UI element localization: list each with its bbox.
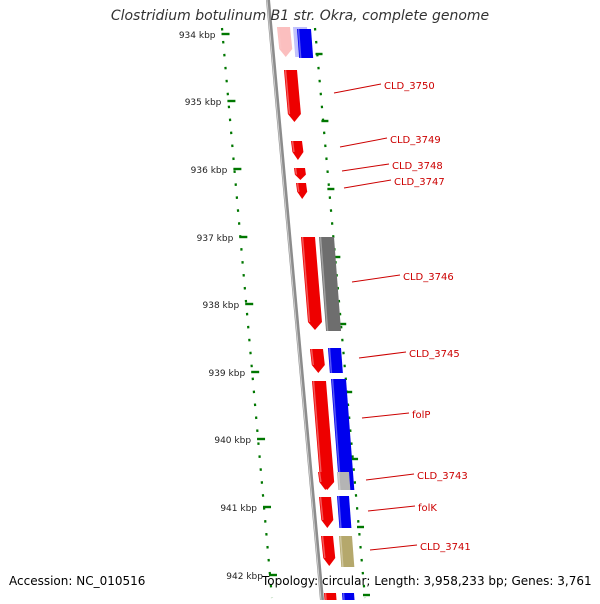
feature-leader-line: [362, 413, 409, 418]
ruler-tick-label: 936 kbp: [191, 166, 228, 176]
feature-leader-line: [370, 545, 417, 550]
feature-label-cld-3746[interactable]: CLD_3746: [403, 272, 454, 283]
feature-label-folp[interactable]: folP: [412, 410, 430, 421]
feature-label-cld-3750[interactable]: CLD_3750: [384, 81, 435, 92]
feature-leader-line: [352, 275, 400, 282]
feature-label-cld-3748[interactable]: CLD_3748: [392, 161, 443, 172]
feature-leader-line: [342, 164, 389, 171]
accession-text: Accession: NC_010516: [9, 574, 145, 588]
ruler-tick-label: 939 kbp: [208, 369, 245, 379]
feature-leader-line: [334, 84, 381, 93]
ruler-tick-label: 934 kbp: [179, 31, 216, 41]
genome-map[interactable]: 934 kbp 935 kbp 936 kbp 937 kbp 938 kbp 939 k…: [0, 0, 600, 600]
ruler-tick-label: 935 kbp: [185, 98, 222, 108]
ruler-tick-label: 941 kbp: [220, 504, 257, 514]
feature-leader-line: [366, 474, 414, 480]
cds-block-shine: [344, 593, 345, 600]
genome-title: Clostridium botulinum B1 str. Okra, comp…: [0, 8, 600, 24]
feature-leader-line: [368, 506, 415, 511]
feature-label-cld-3749[interactable]: CLD_3749: [390, 135, 441, 146]
feature-leader-line: [359, 352, 406, 358]
ruler-tick-label: 937 kbp: [197, 234, 234, 244]
feature-leader-line: [340, 138, 387, 147]
feature-label-cld-3745[interactable]: CLD_3745: [409, 349, 460, 360]
feature-label-folk[interactable]: folK: [418, 503, 437, 514]
gene-arrow-shine: [296, 168, 297, 175]
feature-label-cld-3747[interactable]: CLD_3747: [394, 177, 445, 188]
feature-label-cld-3743[interactable]: CLD_3743: [417, 471, 468, 482]
ruler-tick-label: 942 kbp: [226, 572, 263, 582]
ruler-tick-label: 940 kbp: [214, 436, 251, 446]
gene-arrow-shine: [326, 593, 327, 600]
feature-leader-line: [344, 180, 391, 188]
feature-label-cld-3741[interactable]: CLD_3741: [420, 542, 471, 553]
genome-stats-text: Topology: circular; Length: 3,958,233 bp…: [262, 574, 592, 588]
genome-map-viewer[interactable]: 934 kbp 935 kbp 936 kbp 937 kbp 938 kbp 939 k…: [0, 0, 600, 600]
ruler-tick-label: 938 kbp: [203, 301, 240, 311]
